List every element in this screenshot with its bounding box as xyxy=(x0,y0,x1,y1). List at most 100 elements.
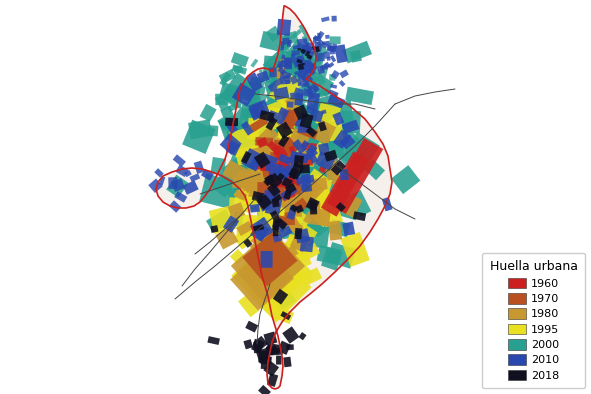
FancyBboxPatch shape xyxy=(313,36,319,42)
FancyBboxPatch shape xyxy=(296,85,305,94)
FancyBboxPatch shape xyxy=(176,165,189,177)
FancyBboxPatch shape xyxy=(286,40,309,62)
FancyBboxPatch shape xyxy=(332,112,345,126)
FancyBboxPatch shape xyxy=(289,58,297,68)
FancyBboxPatch shape xyxy=(296,76,308,87)
FancyBboxPatch shape xyxy=(303,82,311,90)
FancyBboxPatch shape xyxy=(278,169,291,182)
FancyBboxPatch shape xyxy=(243,149,265,171)
FancyBboxPatch shape xyxy=(301,173,312,192)
FancyBboxPatch shape xyxy=(286,50,298,60)
FancyBboxPatch shape xyxy=(277,112,298,133)
FancyBboxPatch shape xyxy=(294,228,302,239)
FancyBboxPatch shape xyxy=(249,117,268,144)
FancyBboxPatch shape xyxy=(247,76,263,97)
FancyBboxPatch shape xyxy=(256,217,272,234)
FancyBboxPatch shape xyxy=(243,81,263,111)
FancyBboxPatch shape xyxy=(289,168,298,180)
FancyBboxPatch shape xyxy=(286,246,311,271)
FancyBboxPatch shape xyxy=(256,71,269,83)
FancyBboxPatch shape xyxy=(339,69,349,78)
FancyBboxPatch shape xyxy=(304,62,313,68)
FancyBboxPatch shape xyxy=(284,58,292,69)
FancyBboxPatch shape xyxy=(330,84,337,89)
FancyBboxPatch shape xyxy=(262,260,285,284)
FancyBboxPatch shape xyxy=(269,187,294,200)
FancyBboxPatch shape xyxy=(228,189,252,198)
FancyBboxPatch shape xyxy=(313,90,321,98)
FancyBboxPatch shape xyxy=(280,70,286,75)
FancyBboxPatch shape xyxy=(223,216,239,233)
FancyBboxPatch shape xyxy=(274,65,285,76)
FancyBboxPatch shape xyxy=(320,204,343,227)
FancyBboxPatch shape xyxy=(317,65,325,74)
FancyBboxPatch shape xyxy=(283,71,292,79)
FancyBboxPatch shape xyxy=(328,89,339,97)
FancyBboxPatch shape xyxy=(258,132,285,157)
FancyBboxPatch shape xyxy=(279,211,298,229)
FancyBboxPatch shape xyxy=(169,200,181,213)
FancyBboxPatch shape xyxy=(291,49,305,63)
FancyBboxPatch shape xyxy=(307,88,319,98)
FancyBboxPatch shape xyxy=(315,102,341,128)
FancyBboxPatch shape xyxy=(308,60,316,65)
FancyBboxPatch shape xyxy=(261,251,272,268)
FancyBboxPatch shape xyxy=(290,184,306,214)
FancyBboxPatch shape xyxy=(274,179,286,193)
FancyBboxPatch shape xyxy=(310,83,320,93)
FancyBboxPatch shape xyxy=(247,123,267,141)
FancyBboxPatch shape xyxy=(303,81,310,87)
FancyBboxPatch shape xyxy=(288,163,304,180)
FancyBboxPatch shape xyxy=(306,43,314,50)
FancyBboxPatch shape xyxy=(335,44,348,63)
FancyBboxPatch shape xyxy=(272,274,293,298)
FancyBboxPatch shape xyxy=(281,158,293,178)
FancyBboxPatch shape xyxy=(317,245,342,265)
FancyBboxPatch shape xyxy=(281,113,313,145)
FancyBboxPatch shape xyxy=(323,63,329,70)
FancyBboxPatch shape xyxy=(321,42,328,49)
FancyBboxPatch shape xyxy=(235,115,273,157)
FancyBboxPatch shape xyxy=(273,226,279,236)
FancyBboxPatch shape xyxy=(298,96,306,103)
FancyBboxPatch shape xyxy=(259,236,270,257)
FancyBboxPatch shape xyxy=(288,48,300,59)
FancyBboxPatch shape xyxy=(270,152,280,160)
FancyBboxPatch shape xyxy=(268,181,285,212)
FancyBboxPatch shape xyxy=(278,109,290,120)
FancyBboxPatch shape xyxy=(250,222,269,242)
FancyBboxPatch shape xyxy=(248,160,270,175)
FancyBboxPatch shape xyxy=(209,205,237,234)
FancyBboxPatch shape xyxy=(310,122,320,132)
FancyBboxPatch shape xyxy=(343,41,372,63)
FancyBboxPatch shape xyxy=(300,164,310,174)
FancyBboxPatch shape xyxy=(277,341,291,355)
FancyBboxPatch shape xyxy=(290,185,304,197)
FancyBboxPatch shape xyxy=(233,136,245,149)
FancyBboxPatch shape xyxy=(238,102,256,130)
FancyBboxPatch shape xyxy=(307,92,320,111)
FancyBboxPatch shape xyxy=(282,326,300,344)
FancyBboxPatch shape xyxy=(342,221,355,236)
FancyBboxPatch shape xyxy=(329,46,336,54)
FancyBboxPatch shape xyxy=(245,91,261,101)
FancyBboxPatch shape xyxy=(263,175,275,186)
FancyBboxPatch shape xyxy=(241,108,255,121)
FancyBboxPatch shape xyxy=(307,144,317,154)
FancyBboxPatch shape xyxy=(275,215,287,229)
FancyBboxPatch shape xyxy=(267,183,281,197)
FancyBboxPatch shape xyxy=(282,180,317,217)
FancyBboxPatch shape xyxy=(279,268,301,284)
FancyBboxPatch shape xyxy=(278,160,287,169)
FancyBboxPatch shape xyxy=(302,71,308,78)
FancyBboxPatch shape xyxy=(303,78,309,83)
FancyBboxPatch shape xyxy=(284,174,307,197)
FancyBboxPatch shape xyxy=(350,50,362,63)
FancyBboxPatch shape xyxy=(278,52,285,58)
FancyBboxPatch shape xyxy=(278,129,305,156)
FancyBboxPatch shape xyxy=(330,36,340,44)
FancyBboxPatch shape xyxy=(230,247,294,310)
FancyBboxPatch shape xyxy=(238,295,259,317)
FancyBboxPatch shape xyxy=(211,171,238,198)
FancyBboxPatch shape xyxy=(274,147,288,161)
